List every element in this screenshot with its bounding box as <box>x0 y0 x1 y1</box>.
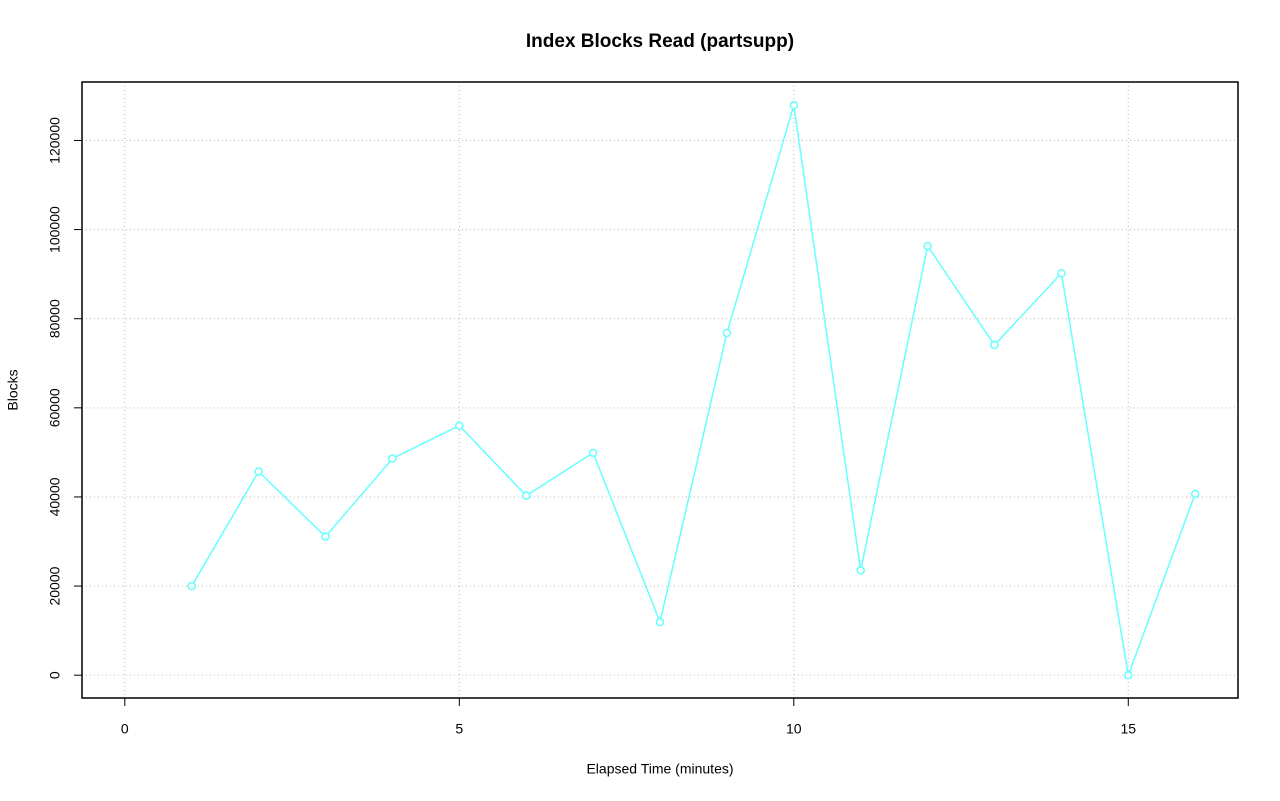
data-point <box>388 454 397 463</box>
data-point <box>923 241 932 251</box>
y-tick-label: 80000 <box>47 299 63 338</box>
data-point <box>455 421 464 430</box>
x-axis-label: Elapsed Time (minutes) <box>586 761 733 777</box>
x-tick-label: 10 <box>786 721 802 737</box>
x-tick-label: 15 <box>1120 721 1136 737</box>
data-point <box>655 617 665 627</box>
data-point <box>990 340 999 350</box>
y-tick-label: 60000 <box>47 388 63 427</box>
y-tick-label: 40000 <box>47 477 63 516</box>
data-point <box>187 581 196 591</box>
data-point <box>321 532 330 541</box>
data-point <box>521 491 531 500</box>
data-point <box>789 101 799 110</box>
y-tick-label: 100000 <box>47 206 63 253</box>
y-tick-label: 0 <box>47 671 63 679</box>
data-line <box>191 105 1196 679</box>
data-point <box>1190 489 1200 499</box>
chart-title: Index Blocks Read (partsupp) <box>526 31 794 52</box>
x-tick-label: 5 <box>455 721 463 737</box>
y-axis-label: Blocks <box>5 369 21 410</box>
data-point <box>856 566 865 575</box>
y-tick-label: 120000 <box>47 117 63 164</box>
x-tick-label: 0 <box>121 721 129 737</box>
data-point <box>588 448 598 458</box>
data-point <box>254 467 263 476</box>
data-point <box>722 328 732 338</box>
y-tick-label: 20000 <box>47 566 63 605</box>
data-point <box>1124 670 1133 680</box>
plot-frame <box>81 81 1239 699</box>
data-point <box>1057 269 1066 278</box>
